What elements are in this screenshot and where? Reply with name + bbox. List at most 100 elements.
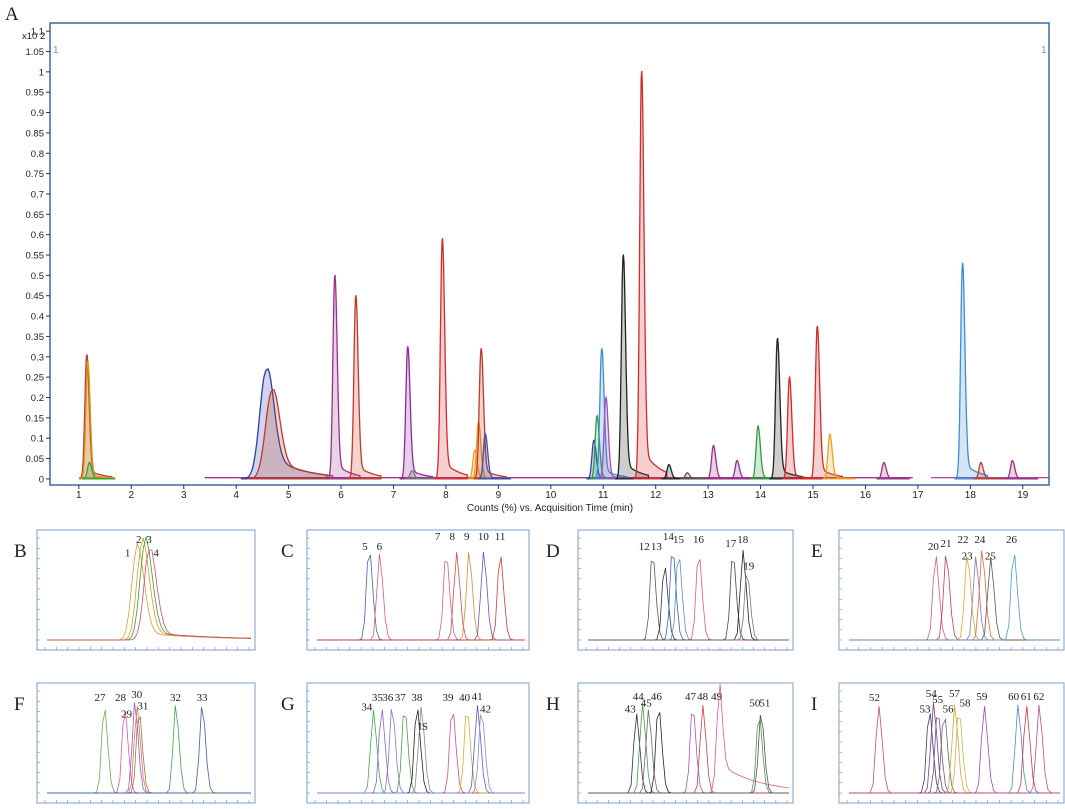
y-tick-label: 0.25 xyxy=(26,373,45,384)
sub-peak-trace xyxy=(317,714,525,794)
peak-number-label: 11 xyxy=(495,531,506,543)
y-tick-label: 0.6 xyxy=(31,230,44,241)
x-tick-label: 15 xyxy=(807,490,819,501)
y-tick-label: 0.7 xyxy=(31,189,44,200)
peak-number-label: 39 xyxy=(443,692,455,704)
chromatogram-peak xyxy=(347,295,382,480)
peak-number-label: 26 xyxy=(1006,534,1018,546)
y-tick-label: 0.9 xyxy=(31,108,44,119)
peak-number-label: 8 xyxy=(449,531,455,543)
chromatogram-peak xyxy=(615,254,650,480)
panel-letter-f: F xyxy=(14,694,25,715)
peak-number-label: 17 xyxy=(725,538,737,550)
chromatogram-peak xyxy=(79,354,113,480)
y-tick-label: 1 xyxy=(39,67,44,78)
main-plot-frame xyxy=(49,22,1050,486)
chromatogram-peaks xyxy=(79,70,1039,480)
peak-number-label: 27 xyxy=(95,692,107,704)
y-tick-label: 0.15 xyxy=(26,413,45,424)
peak-number-label: 16 xyxy=(693,534,705,546)
panel-c: C 5 6 7 8 9 10 11 xyxy=(281,529,530,651)
sub-peak-trace xyxy=(849,554,1060,641)
peak-number-label: 59 xyxy=(976,691,988,703)
peak-number-label: 50 xyxy=(749,698,761,710)
peak-number-label: 41 xyxy=(472,691,483,703)
chromatogram-peak xyxy=(598,395,632,480)
y-tick-label: 0.05 xyxy=(26,454,45,465)
peak-number-label: 33 xyxy=(197,692,209,704)
sub-peak-trace xyxy=(849,704,1060,794)
y-tick-label: 0.1 xyxy=(31,434,44,445)
corner-label-right: 1 xyxy=(1041,45,1047,56)
peak-number-label: 2 xyxy=(136,534,142,546)
peak-number-label: 42 xyxy=(480,704,491,716)
sub-plot-frame xyxy=(577,682,794,804)
panel-letter-a: A xyxy=(5,4,19,25)
y-tick-label: 1.1 xyxy=(31,27,44,38)
y-tick-label: 0.85 xyxy=(26,128,45,139)
peak-number-label: 12 xyxy=(639,541,650,553)
peak-number-label: 60 xyxy=(1008,691,1020,703)
peak-number-label: 51 xyxy=(759,698,770,710)
peak-number-label: 7 xyxy=(435,531,441,543)
sub-peak-trace xyxy=(588,714,789,794)
x-tick-label: 4 xyxy=(233,490,239,501)
peak-number-label: 45 xyxy=(641,698,653,710)
peak-number-label: 19 xyxy=(743,560,755,572)
peak-number-label: 22 xyxy=(957,534,968,546)
x-tick-label: 6 xyxy=(338,490,344,501)
y-tick-label: 0.95 xyxy=(26,88,45,99)
peak-number-label: 31 xyxy=(137,701,148,713)
peak-number-label: 38 xyxy=(411,692,423,704)
y-tick-label: 0.55 xyxy=(26,251,45,262)
x-axis-ticks: 1 2 3 4 5 6 7 8 9 10 11 12 13 14 15 16 17 18 19 xyxy=(76,485,1029,501)
x-tick-label: 17 xyxy=(912,490,924,501)
peak-number-label: 9 xyxy=(464,531,470,543)
sub-peak-trace xyxy=(47,549,252,641)
peak-number-label: 34 xyxy=(361,702,373,714)
sub-peak-trace xyxy=(47,707,251,794)
chromatogram-peak xyxy=(954,262,989,480)
chromatogram-peak xyxy=(973,461,1007,480)
y-tick-label: 0.5 xyxy=(31,271,44,282)
y-tick-label: 0.4 xyxy=(31,312,44,323)
x-tick-label: 14 xyxy=(755,490,767,501)
chromatogram-peak xyxy=(477,432,512,480)
chromatogram-peak xyxy=(434,238,469,480)
panel-letter-c: C xyxy=(281,541,294,562)
peak-number-label: 43 xyxy=(625,704,637,716)
peak-number-label: 28 xyxy=(115,692,127,704)
panel-letter-b: B xyxy=(14,541,27,562)
x-axis-title: Counts (%) vs. Acquisition Time (min) xyxy=(467,503,633,514)
x-tick-label: 19 xyxy=(1017,490,1029,501)
peak-number-label: 58 xyxy=(960,698,972,710)
peak-number-label: 23 xyxy=(962,551,974,563)
x-tick-label: 16 xyxy=(860,490,872,501)
sub-plot-frame xyxy=(577,529,794,651)
peak-number-label: 3 xyxy=(146,534,152,546)
y-multiplier: x10 2 xyxy=(22,31,45,42)
sub-plot-frame xyxy=(306,682,530,804)
y-tick-label: 0.75 xyxy=(26,169,45,180)
peak-number-label: 40 xyxy=(459,692,471,704)
x-tick-label: 2 xyxy=(129,490,135,501)
y-tick-label: 0.8 xyxy=(31,149,44,160)
peak-number-label: 61 xyxy=(1021,691,1032,703)
panel-letter-g: G xyxy=(281,694,295,715)
chromatogram-peak xyxy=(876,461,910,480)
peak-number-label: 6 xyxy=(377,541,383,553)
y-tick-label: 0.3 xyxy=(31,352,44,363)
peak-number-label: 5 xyxy=(362,541,368,553)
peak-number-label: 20 xyxy=(928,541,940,553)
panel-a: A x10 2 1 1 0 0.05 0.1 0.15 0.2 0.25 0.3 0.35 0.… xyxy=(5,4,1050,514)
y-tick-label: 0.65 xyxy=(26,210,45,221)
y-axis-ticks: 0 0.05 0.1 0.15 0.2 0.25 0.3 0.35 0.4 0.45 0.5 0.55… xyxy=(26,27,50,485)
chromatogram-peak xyxy=(326,274,361,480)
peak-number-label: 36 xyxy=(382,692,394,704)
panel-letter-h: H xyxy=(546,694,560,715)
peak-number-label: 53 xyxy=(919,704,931,716)
